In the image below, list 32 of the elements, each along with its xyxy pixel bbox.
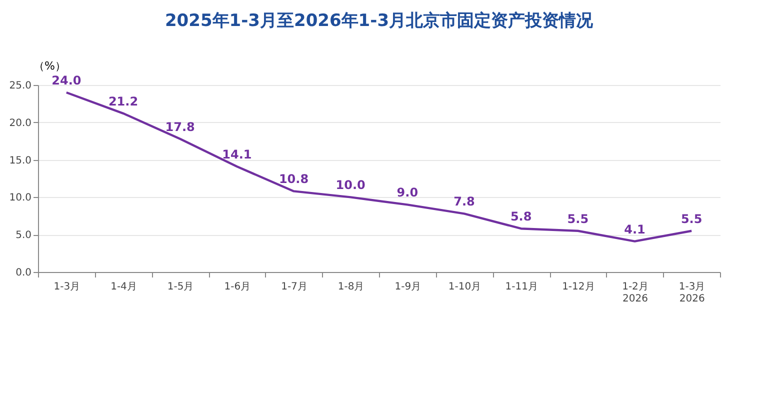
data-label: 5.8 — [510, 210, 532, 224]
x-tick-label: 1-6月 — [224, 282, 251, 292]
y-tick-label: 0.0 — [16, 268, 32, 278]
x-tick-label: 1-11月 — [505, 282, 538, 292]
y-axis-title: （%） — [34, 60, 66, 72]
data-label: 17.8 — [165, 120, 195, 134]
data-label: 10.0 — [336, 178, 366, 192]
y-tick-label: 25.0 — [9, 80, 32, 92]
y-tick-label: 5.0 — [16, 230, 32, 242]
x-tick-label: 1-8月 — [338, 282, 364, 292]
x-tick-label: 1-4月 — [110, 282, 137, 292]
x-tick-label: 1-3月 — [54, 282, 80, 292]
y-tick-label: 20.0 — [9, 118, 32, 129]
data-label: 7.8 — [454, 194, 475, 209]
data-label: 5.5 — [567, 212, 589, 226]
y-tick-label: 15.0 — [9, 155, 32, 166]
x-tick-label: 1-7月 — [281, 282, 308, 292]
x-tick-label: 1-2月 2026 — [622, 282, 648, 304]
x-tick-label: 1-12月 — [562, 282, 595, 292]
x-tick-label: 1-9月 — [394, 282, 422, 292]
x-tick-label: 1-5月 — [167, 282, 194, 292]
data-label: 4.1 — [624, 222, 646, 236]
chart-title: 2025年1-3月至2026年1-3月北京市固定资产投资情况 — [164, 11, 594, 31]
x-tick-label: 1-3月 2026 — [678, 282, 706, 304]
data-label: 5.5 — [680, 212, 702, 226]
x-tick-label: 1-10月 — [448, 282, 482, 292]
data-label: 21.2 — [108, 94, 138, 108]
data-label: 9.0 — [396, 186, 418, 200]
data-label: 14.1 — [222, 148, 252, 162]
data-label: 24.0 — [52, 73, 82, 88]
y-tick-label: 10.0 — [9, 192, 32, 204]
data-label: 10.8 — [278, 172, 309, 186]
